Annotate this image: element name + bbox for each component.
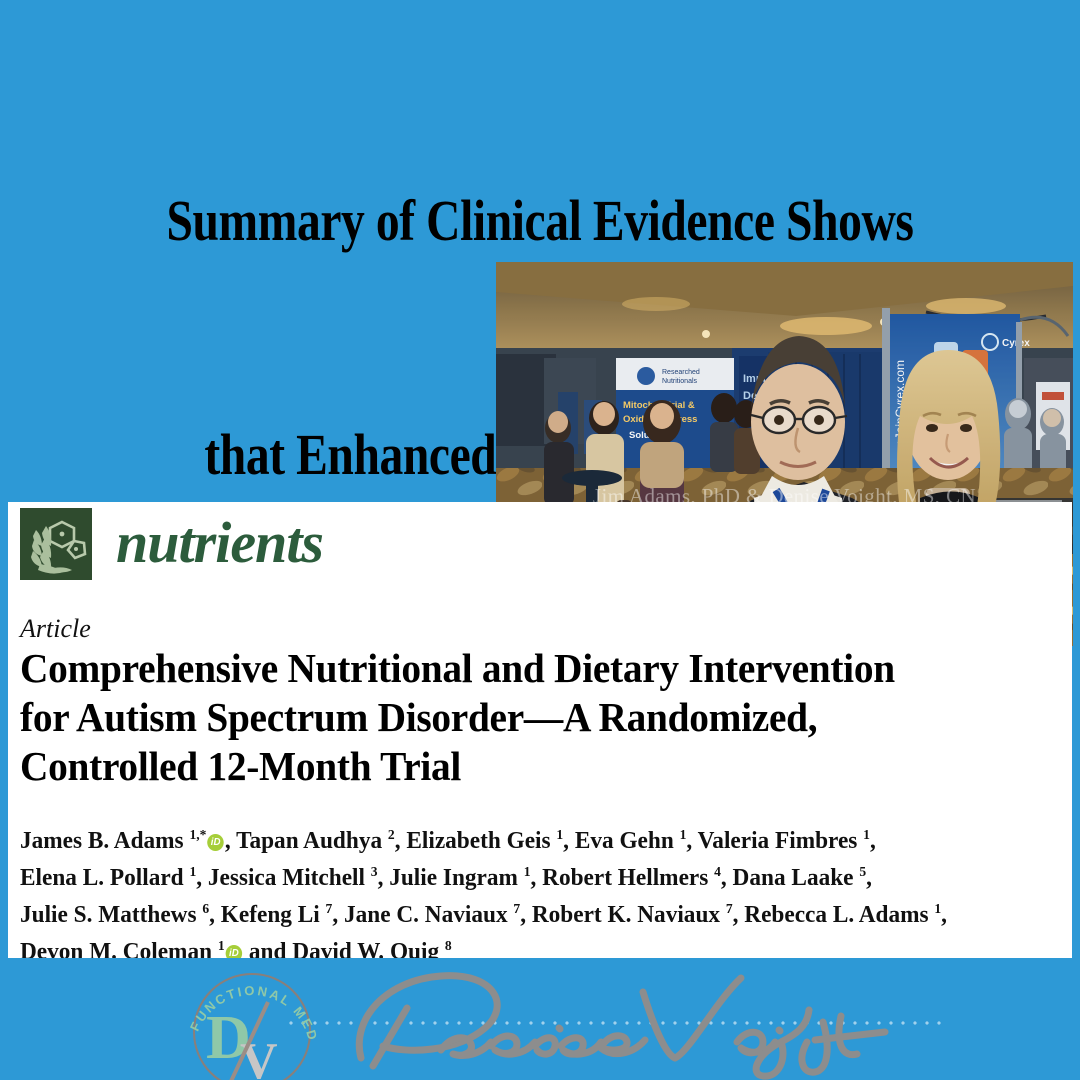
article-type-label: Article <box>20 614 91 643</box>
badge-arc-text: FUNCTIONAL MEDICINE NUTRITIONIST <box>178 954 321 1044</box>
denise-voight-signature <box>355 972 889 1080</box>
paper-title-line-3: Controlled 12-Month Trial <box>20 743 462 789</box>
svg-text:Nutritionals: Nutritionals <box>662 378 698 385</box>
dv-badge-logo: FUNCTIONAL MEDICINE NUTRITIONIST D V <box>178 954 321 1080</box>
svg-text:Researched: Researched <box>662 369 700 376</box>
wheat-molecule-icon <box>20 508 92 580</box>
paper-title-line-1: Comprehensive Nutritional and Dietary In… <box>20 645 895 691</box>
author-line-2: Elena L. Pollard 1, Jessica Mitchell 3, … <box>20 865 872 891</box>
headline-line-1: Summary of Clinical Evidence Shows <box>166 188 914 253</box>
journal-name: nutrients <box>116 510 324 575</box>
paper-title-line-2: for Autism Spectrum Disorder—A Randomize… <box>20 694 818 740</box>
author-line-4: Devon M. Coleman 1 iD and David W. Quig 8 <box>20 931 1035 958</box>
wheat-molecule-glyph <box>20 508 92 580</box>
author-list: James B. Adams 1,* iD, Tapan Audhya 2, El… <box>20 820 1035 958</box>
brand-watermark: FUNCTIONAL MEDICINE NUTRITIONIST D V <box>0 952 1080 1080</box>
badge-letter-d: D <box>206 1004 251 1072</box>
paper-title: Comprehensive Nutritional and Dietary In… <box>20 644 1018 791</box>
author-line-1: James B. Adams 1,* iD, Tapan Audhya 2, El… <box>20 828 876 854</box>
journal-article-card: nutrients Article Comprehensive Nutritio… <box>8 502 1072 958</box>
badge-letter-v: V <box>240 1033 278 1080</box>
author-line-3: Julie S. Matthews 6, Kefeng Li 7, Jane C… <box>20 902 948 928</box>
dotted-rule <box>285 1020 945 1026</box>
